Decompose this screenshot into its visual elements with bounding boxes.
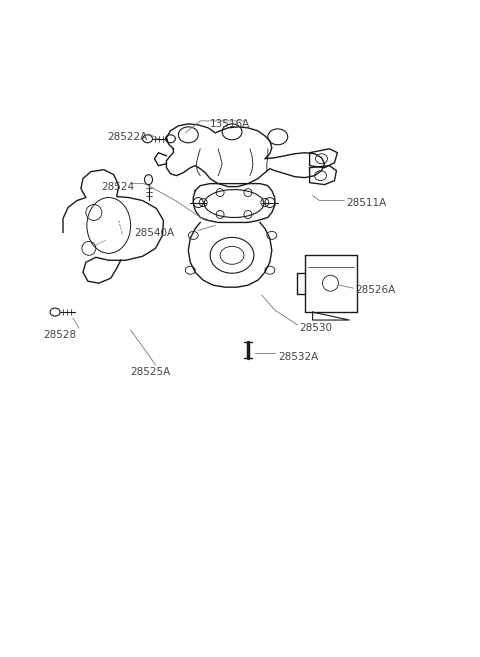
Text: 28522A: 28522A bbox=[107, 132, 147, 142]
Text: 28530: 28530 bbox=[300, 323, 333, 333]
Text: 28511A: 28511A bbox=[347, 198, 386, 208]
Text: 28540A: 28540A bbox=[134, 229, 175, 238]
Text: 28524: 28524 bbox=[101, 181, 134, 192]
Text: 28532A: 28532A bbox=[278, 352, 318, 362]
Text: 28528: 28528 bbox=[43, 330, 76, 340]
Text: 13516A: 13516A bbox=[210, 119, 251, 129]
Text: 28525A: 28525A bbox=[131, 367, 171, 377]
Text: 28526A: 28526A bbox=[355, 285, 396, 295]
